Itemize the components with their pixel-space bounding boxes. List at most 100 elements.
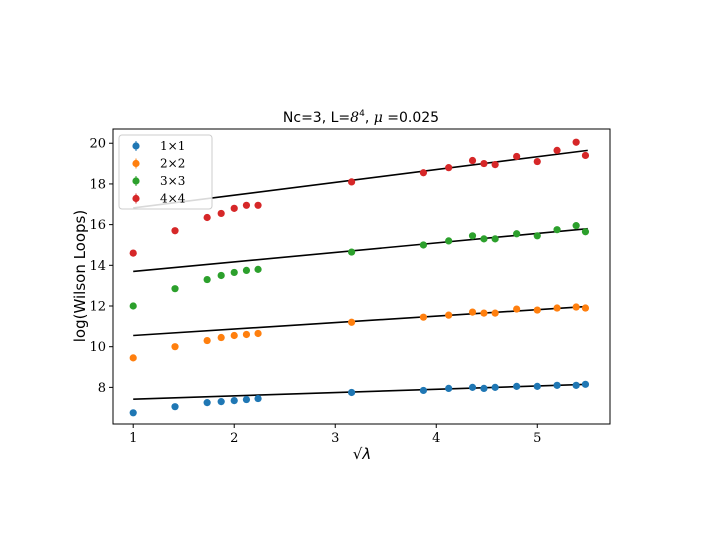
- data-point-series-1: [129, 409, 137, 417]
- data-point-series-2: [533, 306, 541, 314]
- data-point-series-4: [129, 249, 137, 257]
- data-point-series-3: [419, 241, 428, 249]
- data-point-series-3: [480, 235, 488, 243]
- data-point-series-4: [480, 159, 488, 168]
- data-point-series-1: [254, 394, 262, 403]
- data-point-series-4: [553, 146, 561, 154]
- plot-area: [112, 128, 611, 425]
- x-tick-label: 5: [533, 431, 541, 446]
- data-point-series-2: [419, 313, 428, 321]
- data-point-series-3: [468, 232, 477, 240]
- data-point-series-3: [242, 266, 251, 274]
- legend-marker-4: [132, 194, 140, 203]
- data-point-series-1: [242, 395, 251, 404]
- y-axis-label: log(Wilson Loops): [71, 210, 89, 342]
- fit-line-series-1: [133, 383, 588, 400]
- data-point-series-4: [419, 169, 428, 177]
- fit-line-series-2: [133, 305, 588, 337]
- data-point-series-1: [230, 397, 238, 405]
- data-point-series-1: [491, 383, 499, 391]
- data-point-series-3: [254, 265, 262, 273]
- data-point-series-4: [242, 201, 251, 209]
- legend-label-2: 2×2: [160, 157, 185, 171]
- legend-label-4: 4×4: [160, 192, 186, 206]
- data-point-series-4: [348, 178, 356, 186]
- y-tick-label: 12: [89, 300, 106, 315]
- data-point-series-4: [468, 156, 477, 165]
- data-point-series-3: [572, 222, 580, 230]
- y-axis: 8 10 12 14 16 18 20: [89, 137, 113, 396]
- data-point-series-2: [242, 330, 251, 339]
- data-point-series-1: [468, 383, 477, 391]
- data-point-series-3: [553, 226, 561, 234]
- data-point-series-2: [217, 333, 225, 342]
- legend-marker-2: [132, 159, 140, 168]
- data-point-series-2: [581, 304, 590, 312]
- data-point-series-4: [230, 204, 238, 212]
- data-point-series-3: [129, 302, 137, 310]
- data-point-series-2: [203, 336, 211, 345]
- data-point-series-1: [348, 388, 356, 397]
- data-point-series-1: [581, 380, 590, 388]
- data-point-series-2: [230, 331, 238, 340]
- data-point-series-3: [513, 230, 521, 238]
- y-tick-label: 20: [89, 137, 106, 152]
- x-axis-label: √λ: [353, 445, 371, 463]
- data-point-series-1: [419, 386, 428, 395]
- chart-title: Nc=3, L=84, μ =0.025: [283, 109, 439, 126]
- data-point-series-4: [254, 201, 262, 209]
- data-point-series-4: [217, 209, 225, 218]
- data-point-series-1: [480, 384, 488, 392]
- data-point-series-2: [445, 311, 453, 319]
- data-point-series-4: [533, 157, 541, 166]
- data-point-series-4: [513, 152, 521, 161]
- data-point-series-1: [203, 399, 211, 407]
- data-point-series-4: [203, 213, 211, 222]
- data-point-series-2: [254, 329, 262, 338]
- y-tick-label: 10: [89, 340, 106, 355]
- data-point-series-3: [203, 275, 211, 284]
- fit-line-series-3: [133, 227, 588, 273]
- data-point-series-4: [171, 227, 179, 235]
- data-point-series-3: [581, 228, 590, 236]
- data-point-series-4: [572, 138, 580, 146]
- legend-label-3: 3×3: [160, 174, 185, 188]
- data-point-series-3: [230, 268, 238, 277]
- data-point-series-1: [572, 381, 580, 389]
- data-point-series-3: [533, 232, 541, 240]
- x-tick-label: 3: [331, 431, 339, 446]
- data-point-series-4: [445, 164, 453, 172]
- data-point-series-2: [129, 354, 137, 362]
- data-points: [129, 138, 590, 417]
- y-tick-label: 16: [89, 218, 106, 233]
- data-point-series-2: [171, 343, 179, 351]
- data-point-series-2: [480, 309, 488, 317]
- data-point-series-2: [468, 308, 477, 316]
- data-point-series-2: [572, 303, 580, 311]
- legend-marker-1: [132, 142, 140, 150]
- data-point-series-1: [533, 382, 541, 390]
- legend-marker-3: [132, 177, 140, 185]
- data-point-series-1: [217, 398, 225, 406]
- y-tick-label: 8: [98, 381, 106, 396]
- legend: 1×1 2×2 3×3 4×4: [118, 134, 213, 210]
- legend-box: [118, 134, 213, 210]
- legend-label-1: 1×1: [160, 139, 185, 153]
- data-point-series-4: [581, 151, 590, 160]
- y-tick-label: 14: [89, 259, 106, 274]
- x-tick-label: 4: [432, 431, 440, 446]
- data-point-series-2: [491, 309, 499, 317]
- data-point-series-4: [491, 161, 499, 169]
- x-tick-label: 2: [230, 431, 238, 446]
- data-point-series-1: [171, 403, 179, 411]
- y-tick-label: 18: [89, 177, 106, 192]
- data-point-series-2: [513, 305, 521, 313]
- data-point-series-3: [445, 237, 453, 245]
- data-point-series-2: [348, 318, 356, 326]
- x-tick-label: 1: [129, 431, 137, 446]
- data-point-series-3: [217, 271, 225, 280]
- data-point-series-1: [513, 382, 521, 390]
- data-point-series-3: [491, 235, 499, 243]
